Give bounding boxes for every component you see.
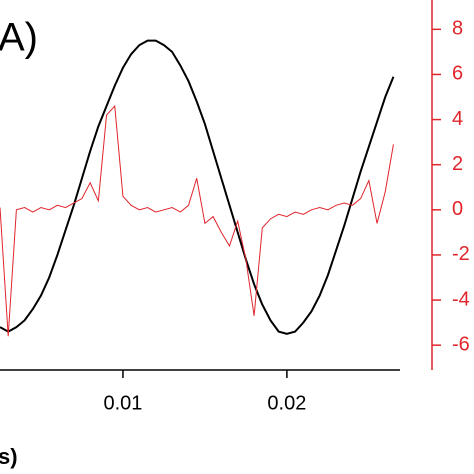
y2-tick-label: -2 [452,243,470,265]
y2-tick-label: 4 [452,108,463,130]
x-tick-label: 0.02 [267,392,306,414]
y2-tick-label: -4 [452,288,470,310]
y2-tick-label: 2 [452,153,463,175]
panel-label: A) [0,16,38,60]
y2-tick-label: -6 [452,333,470,355]
y2-tick-label: 6 [452,63,463,85]
series-line [0,39,395,335]
y2-tick-label: 8 [452,18,463,40]
x-axis-label: s) [0,444,18,469]
x-tick-label: 0.01 [103,392,142,414]
series-line [0,104,394,337]
y2-tick-label: 0 [452,198,463,220]
